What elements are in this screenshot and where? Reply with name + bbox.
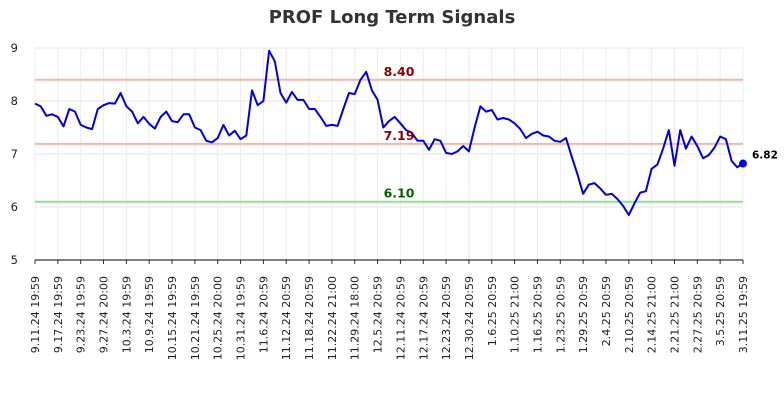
x-tick-label: 3.11.25 19:59: [737, 276, 750, 353]
x-tick-label: 1.29.25 20:59: [577, 276, 590, 353]
y-tick-label: 9: [11, 41, 18, 55]
series-line: [34, 49, 744, 216]
chart-title: PROF Long Term Signals: [268, 7, 516, 28]
x-tick-label: 11.6.24 20:59: [257, 276, 270, 353]
x-tick-label: 2.14.25 21:00: [646, 276, 659, 353]
reference-line-label: 6.10: [384, 186, 415, 201]
x-tick-label: 10.31.24 19:59: [235, 276, 248, 360]
x-tick-label: 11.22.24 21:00: [326, 276, 339, 360]
x-tick-label: 11.12.24 20:59: [280, 276, 293, 360]
x-tick-label: 10.9.24 19:59: [143, 276, 156, 353]
labels: 8.40 7.19 6.10 6.82: [384, 64, 778, 201]
x-tick-label: 1.10.25 21:00: [509, 276, 522, 353]
x-tick-label: 12.17.24 20:59: [417, 276, 430, 360]
x-tick-label: 12.5.24 20:59: [372, 276, 385, 353]
x-tick-label: 9.27.24 20:00: [98, 276, 111, 353]
x-tick-label: 2.21.25 21:00: [668, 276, 681, 353]
axes: 5 6 7 8 9 9.11.24 19:59 9.17.24 19:59 9.23.24 1…: [11, 41, 750, 360]
x-tick-label: 3.5.25 20:59: [714, 276, 727, 346]
x-tick-label: 10.3.24 19:59: [120, 276, 133, 353]
x-tick-label: 11.29.24 18:00: [349, 276, 362, 360]
x-tick-label: 2.10.25 20:59: [623, 276, 636, 353]
reference-line-label: 8.40: [384, 64, 415, 79]
grid: [34, 47, 744, 261]
x-tick-label: 1.6.25 20:59: [486, 276, 499, 346]
last-value-label: 6.82: [752, 150, 778, 162]
x-tick-label: 10.25.24 20:00: [212, 276, 225, 360]
x-tick-label: 2.27.25 20:59: [691, 276, 704, 353]
reference-line-label: 7.19: [384, 128, 415, 143]
y-tick-label: 5: [11, 253, 18, 267]
x-tick-label: 9.17.24 19:59: [52, 276, 65, 353]
x-tick-label: 9.11.24 19:59: [29, 276, 42, 353]
last-value-marker: [739, 159, 747, 168]
x-tick-label: 10.15.24 19:59: [166, 276, 179, 360]
reference-lines: [35, 78, 743, 203]
x-tick-label: 1.23.25 20:59: [554, 276, 567, 353]
x-tick-label: 12.30.24 20:59: [463, 276, 476, 360]
y-tick-label: 8: [11, 94, 18, 108]
x-tick-label: 12.23.24 20:59: [440, 276, 453, 360]
x-tick-label: 1.16.25 20:59: [531, 276, 544, 353]
x-tick-label: 10.21.24 19:59: [189, 276, 202, 360]
x-tick-label: 11.18.24 20:59: [303, 276, 316, 360]
x-tick-label: 9.23.24 19:59: [75, 276, 88, 353]
x-tick-label: 2.4.25 20:59: [600, 276, 613, 346]
series: [34, 49, 747, 216]
y-tick-label: 7: [11, 147, 18, 161]
x-tick-label: 12.11.24 20:59: [394, 276, 407, 360]
y-tick-label: 6: [11, 200, 18, 214]
